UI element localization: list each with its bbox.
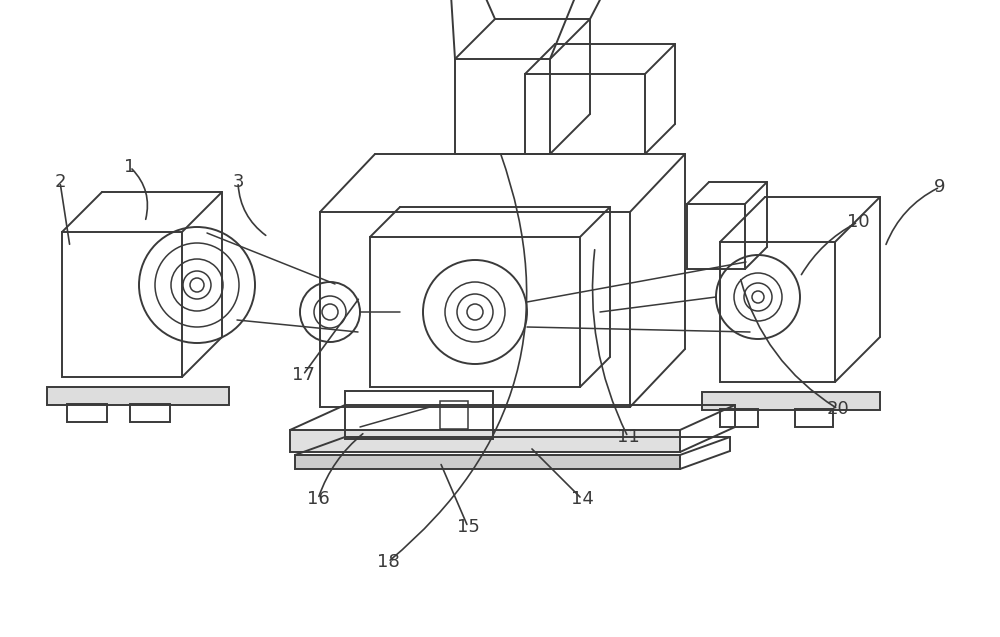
Bar bbox=[455, 59, 550, 154]
Bar bbox=[525, 74, 645, 154]
Text: 9: 9 bbox=[934, 178, 946, 196]
Text: 20: 20 bbox=[827, 400, 849, 418]
Text: 14: 14 bbox=[571, 490, 593, 508]
Bar bbox=[130, 404, 170, 422]
Text: 1: 1 bbox=[124, 158, 136, 176]
Text: 2: 2 bbox=[54, 173, 66, 191]
Bar bbox=[702, 392, 880, 410]
Bar bbox=[370, 237, 580, 387]
Bar bbox=[290, 430, 680, 452]
Text: 10: 10 bbox=[847, 213, 869, 231]
Text: 17: 17 bbox=[292, 366, 314, 384]
Bar bbox=[345, 391, 493, 439]
Bar bbox=[320, 212, 630, 407]
Text: 16: 16 bbox=[307, 490, 329, 508]
Bar bbox=[795, 409, 833, 427]
Text: 15: 15 bbox=[457, 518, 479, 536]
Text: 11: 11 bbox=[617, 428, 639, 446]
Text: 3: 3 bbox=[232, 173, 244, 191]
Bar bbox=[67, 404, 107, 422]
Bar bbox=[440, 401, 468, 429]
Bar bbox=[720, 242, 835, 382]
Bar bbox=[295, 455, 680, 469]
Bar bbox=[47, 387, 229, 405]
Bar bbox=[62, 232, 182, 377]
Bar bbox=[687, 204, 745, 269]
Bar bbox=[720, 409, 758, 427]
Text: 18: 18 bbox=[377, 553, 399, 571]
